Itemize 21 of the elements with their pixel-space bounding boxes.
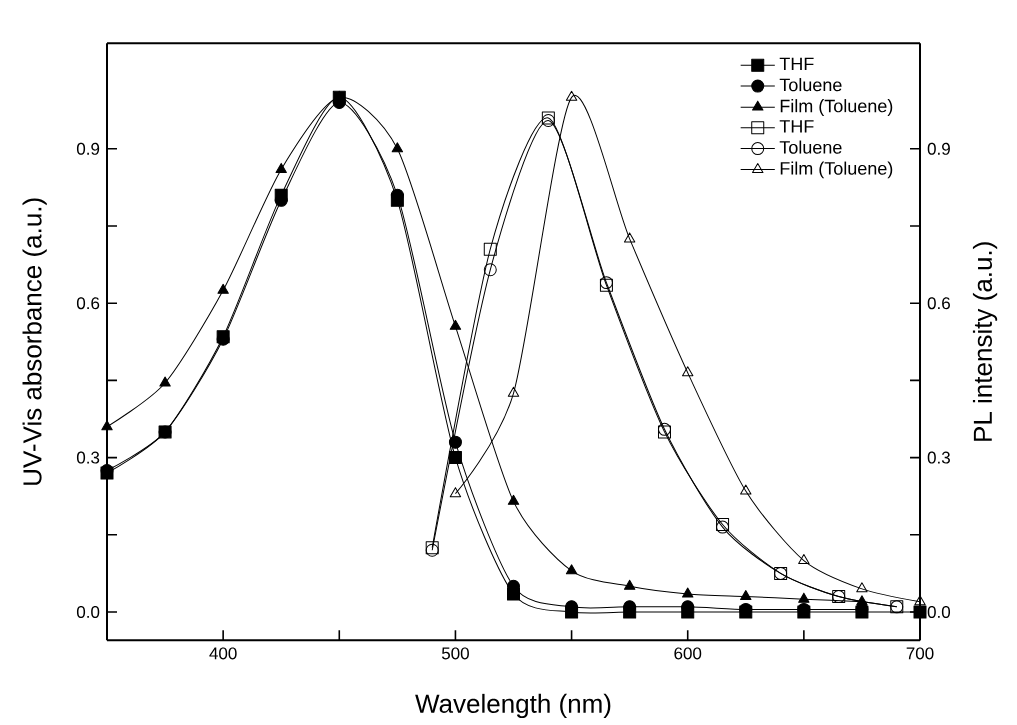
legend-label: Film (Toluene) xyxy=(780,99,893,116)
x-tick-label: 400 xyxy=(209,647,237,660)
legend-label: Film (Toluene) xyxy=(780,161,893,179)
legend-label: Toluene xyxy=(779,140,842,154)
y-axis-title: UV-Vis absorbance (a.u.) xyxy=(22,198,47,485)
x-axis-title: Wavelength (nm) xyxy=(415,693,611,719)
y-tick-label: 0.9 xyxy=(76,142,100,155)
y-tick-label: 0.6 xyxy=(76,297,100,310)
y-tick-label: 0.0 xyxy=(76,606,100,619)
x-tick-label: 500 xyxy=(441,647,469,660)
legend-label: THF xyxy=(779,57,814,71)
x-tick-label: 600 xyxy=(674,647,702,660)
x-tick-label: 700 xyxy=(906,647,934,660)
legend-label: THF xyxy=(779,120,814,133)
y2-tick-label: 0.0 xyxy=(927,606,951,619)
y2-axis-title: PL intensity (a.u.) xyxy=(972,242,998,441)
y2-tick-label: 0.6 xyxy=(927,297,950,310)
y2-tick-label: 0.3 xyxy=(927,451,950,464)
legend-label: Toluene xyxy=(779,78,842,92)
y-tick-label: 0.3 xyxy=(76,451,100,464)
y2-tick-label: 0.9 xyxy=(927,142,950,155)
